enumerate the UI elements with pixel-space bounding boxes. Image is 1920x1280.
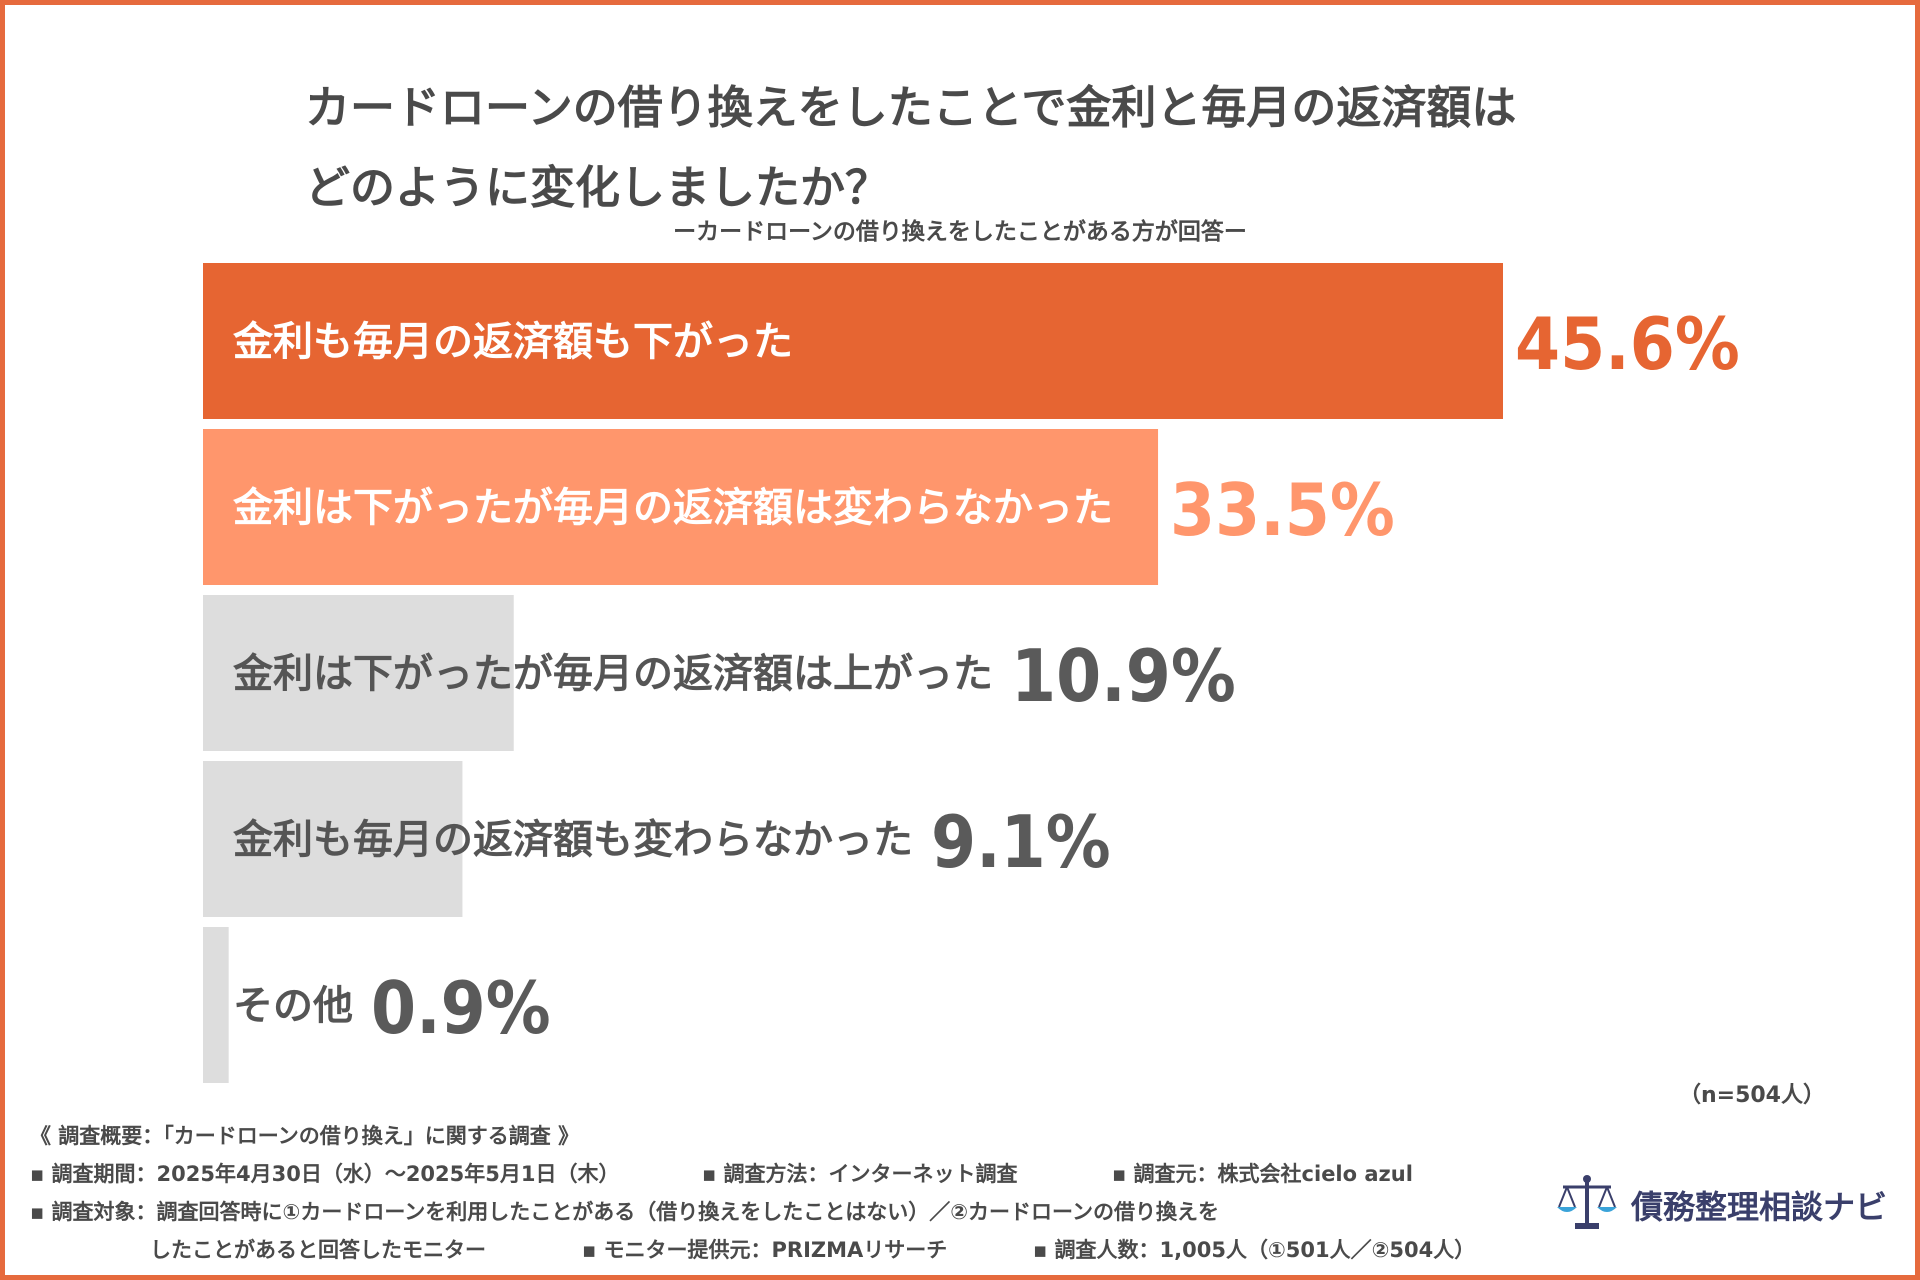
bar-label-2: 金利は下がったが毎月の返済額は変わらなかった	[232, 485, 1113, 531]
survey-count: ▪ 調査人数：1,005人（①501人／②504人）	[1033, 1238, 1476, 1262]
brand-name: 債務整理相談ナビ	[1631, 1188, 1888, 1226]
value-label-2: 33.5%	[1170, 468, 1395, 552]
chart-subtitle: ーカードローンの借り換えをしたことがある方が回答ー	[673, 219, 1247, 245]
bar-label-5: その他	[233, 983, 353, 1029]
survey-period: ▪ 調査期間：2025年4月30日（水）〜2025年5月1日（木）	[30, 1162, 620, 1186]
survey-heading: 《 調査概要：「カードローンの借り換え」に関する調査 》	[30, 1124, 580, 1148]
survey-target-continued: したことがあると回答したモニター	[150, 1238, 486, 1262]
survey-method: ▪ 調査方法：インターネット調査	[702, 1162, 1018, 1186]
bar-label-4: 金利も毎月の返済額も変わらなかった	[232, 817, 913, 863]
survey-provider: ▪ モニター提供元：PRIZMAリサーチ	[582, 1238, 948, 1262]
value-label-1: 45.6%	[1515, 302, 1740, 386]
bar-4	[203, 761, 463, 917]
bar-label-1: 金利も毎月の返済額も下がった	[232, 319, 793, 365]
chart-title: カードローンの借り換えをしたことで金利と毎月の返済額は どのように変化しましたか…	[305, 81, 1517, 214]
bar-1	[203, 263, 1503, 419]
bar-3	[203, 595, 514, 751]
value-label-5: 0.9%	[371, 966, 551, 1050]
scales-of-justice-icon	[1555, 1173, 1619, 1237]
survey-source: ▪ 調査元：株式会社cielo azul	[1112, 1162, 1413, 1186]
bar-2	[203, 429, 1159, 585]
value-label-4: 9.1%	[931, 800, 1111, 884]
bar-label-3: 金利は下がったが毎月の返済額は上がった	[232, 651, 993, 697]
survey-target: ▪ 調査対象：調査回答時に①カードローンを利用したことがある（借り換えをしたこと…	[30, 1200, 1219, 1224]
brand-logo: 債務整理相談ナビ	[1555, 1175, 1887, 1235]
bar-5	[203, 927, 229, 1083]
sample-size-label: （n=504人）	[1678, 1083, 1825, 1108]
value-label-3: 10.9%	[1011, 634, 1236, 718]
